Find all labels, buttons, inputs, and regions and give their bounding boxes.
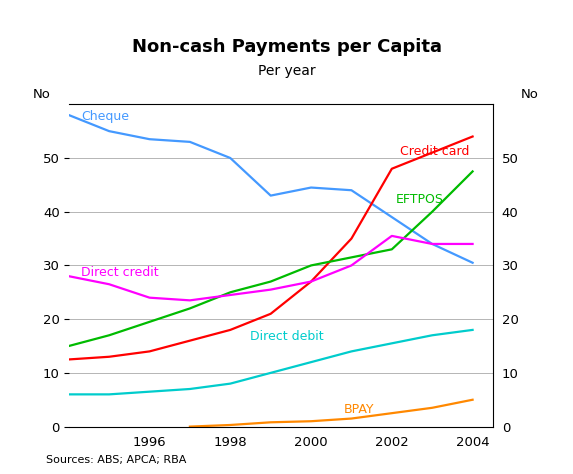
Text: BPAY: BPAY	[343, 403, 374, 416]
Text: EFTPOS: EFTPOS	[396, 193, 444, 206]
Text: Direct debit: Direct debit	[250, 330, 324, 343]
Text: Cheque: Cheque	[81, 110, 129, 123]
Text: Non-cash Payments per Capita: Non-cash Payments per Capita	[131, 38, 442, 56]
Text: Per year: Per year	[258, 64, 315, 78]
Text: No: No	[520, 88, 538, 101]
Text: No: No	[33, 88, 50, 101]
Text: Direct credit: Direct credit	[81, 266, 159, 279]
Text: Credit card: Credit card	[400, 145, 469, 158]
Text: Sources: ABS; APCA; RBA: Sources: ABS; APCA; RBA	[46, 455, 186, 465]
